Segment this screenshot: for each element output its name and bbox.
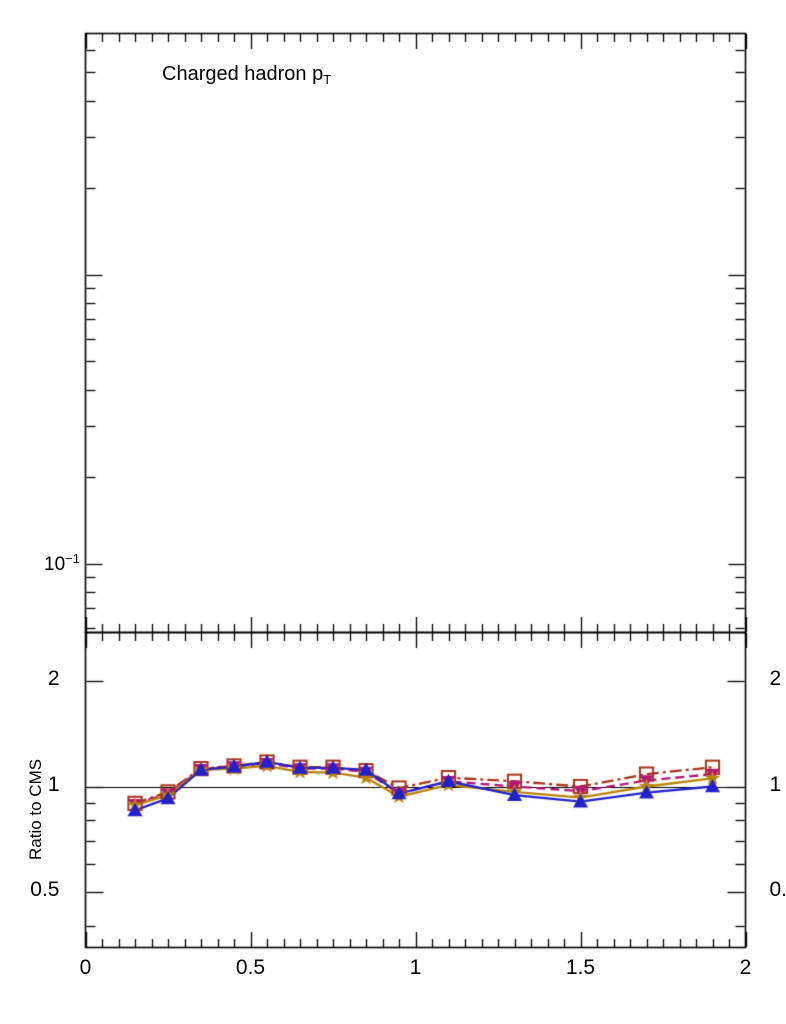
upper-ytick-exponent: −1 (65, 551, 80, 566)
ratio-panel-ytick-label-left: 2 (47, 667, 60, 691)
plot-title-text: Charged hadron p (162, 63, 324, 85)
upper-ytick-mantissa: 10 (44, 554, 66, 575)
page-title: Charged hadron pT (162, 63, 331, 87)
ratio-panel-xtick-label: 1.5 (565, 955, 596, 979)
upper-panel-ytick-label: 10−1 (44, 551, 80, 576)
ratio-panel-xtick-label: 0.5 (235, 955, 266, 979)
ratio-panel-ytick-label-left: 0.5 (30, 877, 60, 901)
ratio-panel-ytick-label-right: 1 (769, 772, 782, 796)
ratio-panel-xtick-label: 1 (409, 955, 422, 979)
ratio-panel-ytick-label-right: 2 (769, 667, 782, 691)
ratio-panel-ytick-label-left: 1 (47, 772, 60, 796)
plot-title-subscript: T (323, 72, 332, 87)
ratio-panel-ytick-label-right: 0.5 (769, 877, 786, 901)
ratio-panel-xtick-label: 2 (739, 955, 752, 979)
ratio-panel-xtick-label: 0 (79, 955, 92, 979)
